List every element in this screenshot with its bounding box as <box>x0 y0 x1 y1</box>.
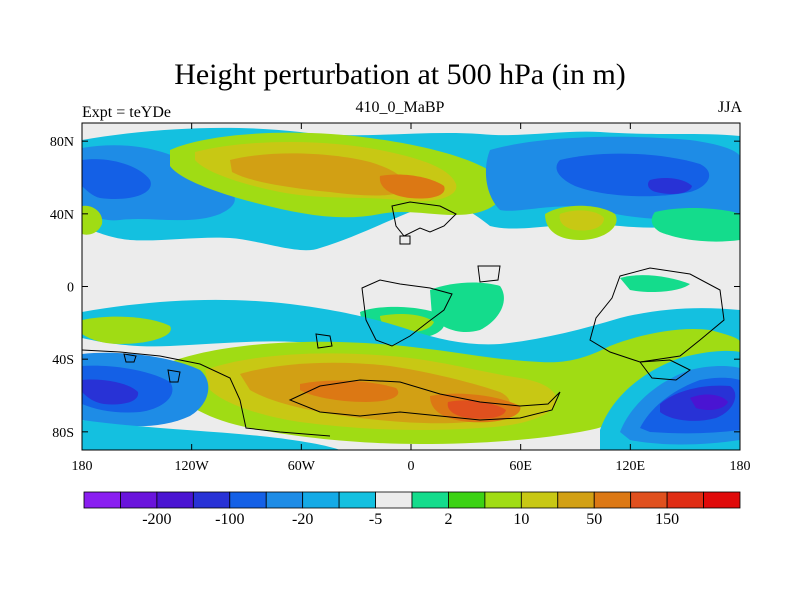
colorbar-swatch <box>520 491 559 509</box>
nh-positive-inner <box>230 153 406 196</box>
tropical-positive-east <box>620 275 690 292</box>
sh-negative-east-peak <box>690 394 728 410</box>
coastline-east <box>589 267 725 363</box>
colorbar-swatch <box>83 491 121 509</box>
sh-positive-core-west <box>300 380 399 402</box>
coastline-south <box>288 379 561 421</box>
coastline-north <box>391 201 457 237</box>
coastline-southwest <box>82 349 331 437</box>
colorbar-label: -5 <box>369 511 382 528</box>
colorbar-swatch <box>192 491 231 509</box>
colorbar-swatch <box>411 491 449 509</box>
continent-outlines <box>82 201 725 437</box>
case-label: 410_0_MaBP <box>355 99 445 116</box>
x-tick-label: 180 <box>730 459 751 474</box>
y-tick-label: 40S <box>52 353 74 368</box>
colorbar-label: 50 <box>586 511 602 528</box>
colorbar-label: 10 <box>513 511 529 528</box>
x-axis: 180 120W 60W 0 60E 120E 180 <box>72 123 751 474</box>
colorbar-label: -200 <box>142 511 171 528</box>
sh-south-strip <box>82 420 340 450</box>
nh-positive-edge-west <box>82 205 103 235</box>
colorbar-swatch <box>703 491 741 509</box>
coastline-islet-b <box>123 353 137 363</box>
colorbar-swatch <box>265 491 304 509</box>
y-tick-label: 80N <box>50 135 74 150</box>
colorbar-label: 2 <box>444 511 452 528</box>
colorbar-swatch <box>630 491 668 509</box>
nh-positive-east-inner <box>559 210 604 231</box>
tropical-positive <box>430 282 504 333</box>
coastline-island <box>477 265 501 283</box>
colorbar-swatch <box>448 491 486 509</box>
colorbar-label: -100 <box>215 511 244 528</box>
coastline-islet-d <box>399 235 411 245</box>
colorbar-swatch <box>229 491 267 509</box>
x-tick-label: 180 <box>72 459 93 474</box>
coastline-east-south <box>639 359 691 381</box>
y-tick-label: 0 <box>67 281 74 296</box>
x-tick-label: 120W <box>175 459 210 474</box>
coastline-central <box>361 279 453 347</box>
colorbar-swatch <box>338 491 376 509</box>
sh-positive-west-small <box>82 316 171 344</box>
x-tick-label: 60E <box>509 459 532 474</box>
y-tick-label: 80S <box>52 426 74 441</box>
plot-title: Height perturbation at 500 hPa (in m) <box>174 58 626 91</box>
colorbar: -200 -100 -20 -5 2 10 50 150 <box>83 491 741 528</box>
y-axis: 80N 40N 0 40S 80S <box>50 135 740 441</box>
colorbar-swatch <box>666 491 704 509</box>
colorbar-swatch <box>156 491 194 509</box>
coastline-islet-c <box>167 369 181 383</box>
coastline-islet-a <box>315 333 333 349</box>
experiment-label: Expt = teYDe <box>82 104 171 121</box>
sh-positive-peak <box>447 400 506 419</box>
colorbar-swatch <box>302 491 340 509</box>
season-label: JJA <box>717 99 742 116</box>
x-tick-label: 0 <box>408 459 415 474</box>
x-tick-label: 120E <box>616 459 646 474</box>
height-field <box>82 123 740 450</box>
colorbar-swatch <box>593 491 632 509</box>
y-tick-label: 40N <box>50 208 74 223</box>
nh-contour-west-core <box>82 159 151 200</box>
colorbar-label: -20 <box>292 511 313 528</box>
colorbar-swatch <box>484 491 522 509</box>
colorbar-swatch <box>557 491 595 509</box>
nh-positive-far-east <box>651 208 740 242</box>
colorbar-label: 150 <box>655 511 679 528</box>
nh-negative-east-core <box>648 178 692 194</box>
x-tick-label: 60W <box>288 459 316 474</box>
colorbar-swatch <box>375 491 413 509</box>
sh-negative-west-core <box>82 379 139 405</box>
colorbar-swatch <box>120 491 158 509</box>
nh-positive-core <box>379 174 445 199</box>
